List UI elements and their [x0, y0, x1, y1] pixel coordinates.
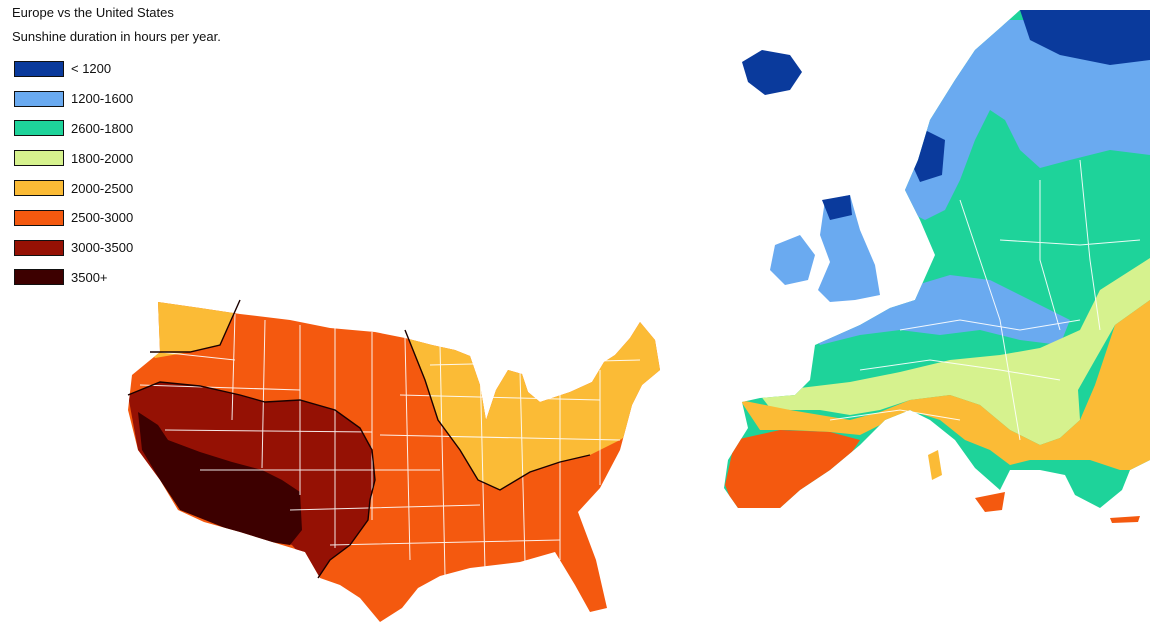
map-title: Europe vs the United States [12, 5, 174, 20]
eu-britain [818, 195, 880, 302]
eu-sicily [975, 492, 1005, 512]
legend-item: 1800-2000 [14, 143, 133, 173]
legend-swatch [14, 269, 64, 286]
legend-swatch [14, 180, 64, 197]
legend-item: < 1200 [14, 54, 133, 84]
eu-zone-2500-3000 [725, 430, 860, 508]
legend: < 1200 1200-1600 2600-1800 1800-2000 200… [14, 54, 133, 292]
legend-item: 2500-3000 [14, 203, 133, 233]
legend-label: 1800-2000 [71, 150, 134, 166]
eu-scotland-low [822, 195, 852, 220]
legend-label: 3000-3500 [71, 240, 134, 256]
legend-label: 2000-2500 [71, 180, 134, 196]
eu-zone-1800-2000 [760, 258, 1150, 445]
eu-corsica-sardinia [928, 450, 942, 480]
legend-label: 1200-1600 [71, 91, 134, 107]
legend-swatch [14, 150, 64, 167]
legend-label: 2600-1800 [71, 120, 134, 136]
eu-iceland [742, 50, 802, 95]
us-zone-outlines [127, 299, 591, 579]
us-state-borders [139, 313, 641, 576]
eu-zone-less-1200-scandinavia [1020, 10, 1150, 65]
map-subtitle: Sunshine duration in hours per year. [12, 29, 221, 44]
us-zone-3500-plus [138, 412, 302, 545]
legend-swatch [14, 60, 64, 77]
eu-country-borders [829, 159, 1141, 441]
legend-swatch [14, 209, 64, 226]
eu-crete [1110, 516, 1140, 523]
eu-ireland [770, 235, 815, 285]
legend-swatch [14, 120, 64, 137]
us-map [127, 299, 660, 622]
legend-label: < 1200 [71, 61, 112, 77]
legend-label: 3500+ [71, 269, 108, 285]
europe-map [724, 10, 1150, 523]
legend-swatch [14, 239, 64, 256]
eu-zone-1200-1600-north [900, 20, 1150, 220]
map-header: Europe vs the United States Sunshine dur… [12, 4, 221, 46]
legend-item: 2600-1800 [14, 114, 133, 144]
legend-item: 3000-3500 [14, 233, 133, 263]
legend-item: 3500+ [14, 263, 133, 293]
legend-item: 1200-1600 [14, 84, 133, 114]
us-land [128, 302, 660, 622]
legend-swatch [14, 90, 64, 107]
legend-label: 2500-3000 [71, 210, 134, 226]
legend-item: 2000-2500 [14, 173, 133, 203]
eu-zone-2000-2500 [740, 300, 1150, 470]
